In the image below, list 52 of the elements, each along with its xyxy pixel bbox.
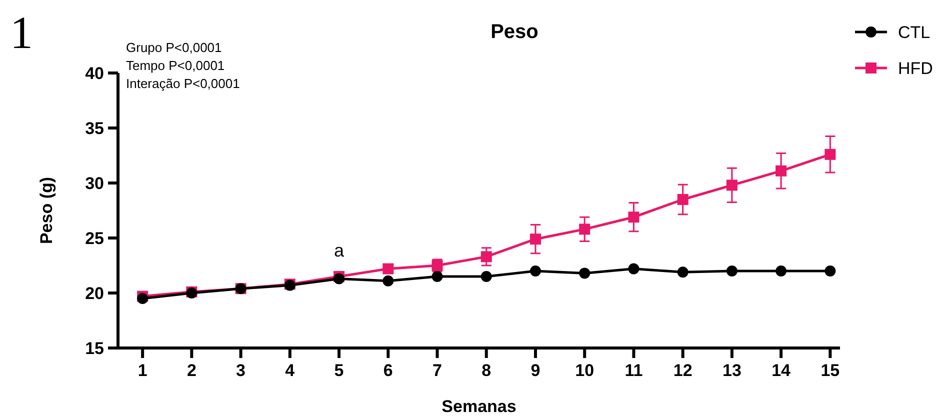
x-tick-label: 7 — [432, 361, 442, 380]
point — [726, 180, 738, 191]
y-tick-label: 40 — [85, 64, 104, 83]
y-tick-label: 30 — [85, 174, 104, 193]
point — [382, 263, 394, 274]
annotation: a — [334, 240, 346, 260]
point — [334, 273, 345, 284]
point — [382, 275, 394, 286]
y-tick-label: 20 — [85, 284, 104, 303]
annotation: Tempo P<0,0001 — [126, 58, 225, 73]
point — [824, 266, 836, 276]
x-tick-label: 3 — [236, 361, 246, 380]
point — [480, 251, 492, 262]
x-tick-label: 2 — [186, 361, 196, 380]
x-tick-label: 14 — [772, 361, 792, 380]
x-tick-label: 15 — [820, 361, 840, 380]
text: Grupo P<0,0001 — [126, 40, 222, 55]
point — [579, 224, 590, 235]
point — [628, 212, 640, 223]
x-tick-label: 6 — [383, 361, 393, 380]
x-tick-label: 10 — [575, 361, 594, 380]
point — [137, 293, 148, 304]
point — [677, 194, 688, 205]
y-tick-label: 15 — [85, 338, 104, 358]
point — [726, 266, 738, 276]
chart-title: Peso — [490, 21, 538, 43]
annotation: Interação P<0,0001 — [126, 76, 240, 91]
point — [824, 148, 836, 160]
y-tick-label: 25 — [85, 228, 104, 248]
x-tick-label: 13 — [722, 361, 742, 380]
x-tick-label: 11 — [624, 361, 643, 380]
x-tick-label: 9 — [530, 361, 540, 380]
x-tick-label: 4 — [285, 361, 296, 380]
text: 1 — [10, 7, 33, 58]
x-tick-label: 12 — [673, 361, 692, 380]
legend-label: CTL — [898, 22, 930, 42]
point — [480, 271, 492, 282]
point — [432, 271, 443, 282]
x-axis-title: Semanas — [442, 397, 516, 416]
point — [677, 266, 688, 278]
point — [776, 266, 787, 276]
y-axis-title: Peso (g) — [37, 176, 56, 244]
x-tick-label: 5 — [334, 361, 344, 380]
y-tick-label: 35 — [85, 118, 104, 138]
point — [628, 263, 640, 274]
point — [530, 234, 541, 245]
legend-label: HFD — [898, 58, 933, 78]
x-tick-label: 8 — [482, 361, 492, 380]
point — [530, 266, 541, 276]
point — [579, 268, 590, 279]
x-tick-label: 1 — [138, 361, 148, 380]
point — [776, 165, 787, 176]
